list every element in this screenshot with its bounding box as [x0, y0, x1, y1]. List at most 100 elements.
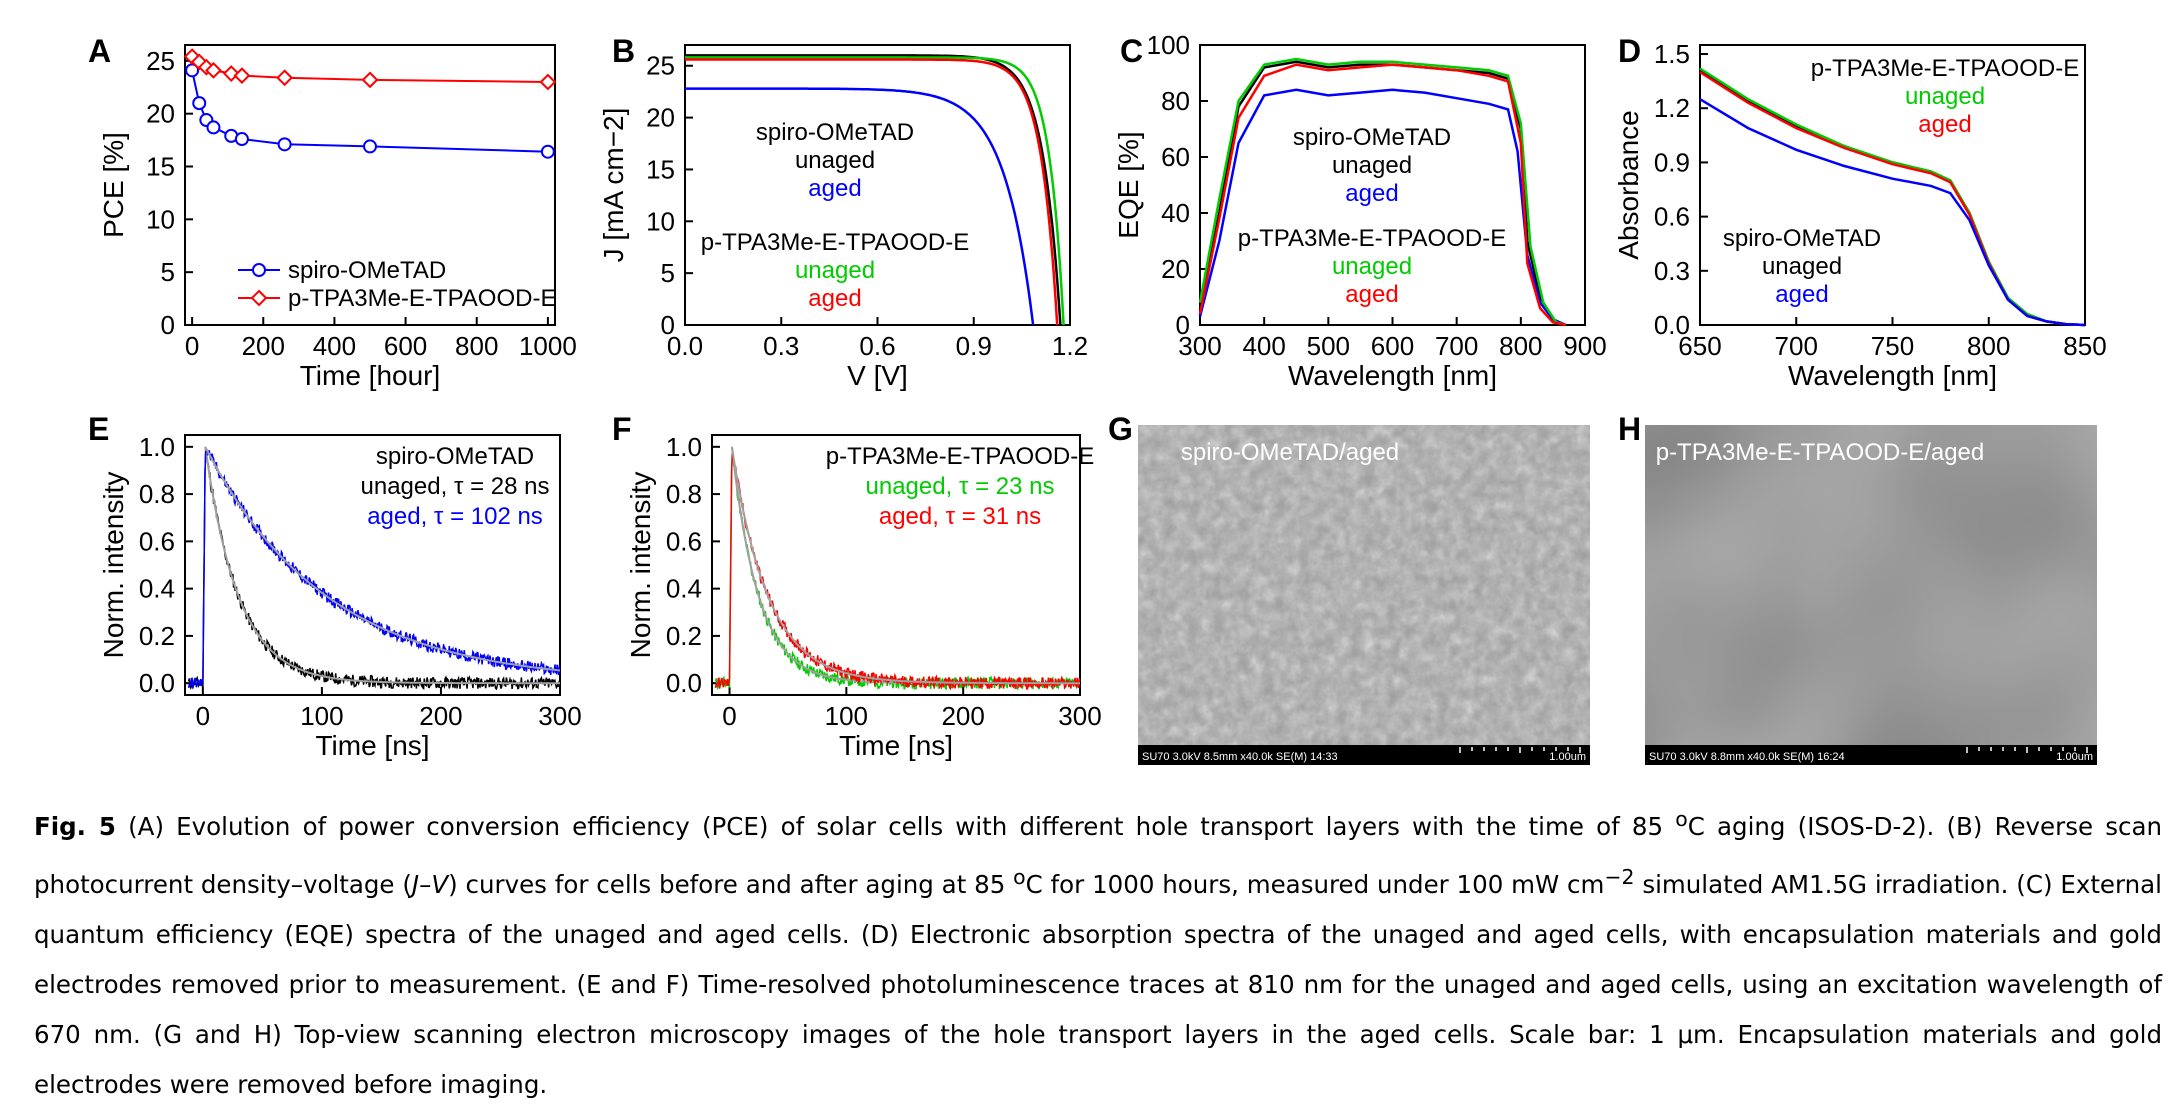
- sem-h-info: SU70 3.0kV 8.8mm x40.0k SE(M) 16:24: [1649, 751, 1845, 763]
- x-tick-label-E: 0: [196, 701, 210, 731]
- sem-h-scale: 1.00um: [2056, 751, 2093, 763]
- x-tick-label-F: 300: [1058, 701, 1101, 731]
- caption-jv: J–V: [411, 870, 449, 900]
- x-tick-label-E: 300: [538, 701, 581, 731]
- x-tick-label-D: 700: [1775, 331, 1818, 361]
- x-tick-label-C: 500: [1307, 331, 1350, 361]
- jv-curve-blue: [685, 87, 1035, 326]
- annotation: unaged: [1332, 152, 1412, 179]
- caption-degree-2: o: [1013, 865, 1026, 890]
- data-point-diamond: [205, 61, 222, 79]
- y-tick-label-F: 0.2: [666, 621, 702, 651]
- data-point-diamond: [222, 65, 240, 82]
- annotation: spiro-OMeTAD: [376, 443, 534, 470]
- data-point-circle: [234, 132, 249, 147]
- jv-curve-green: [685, 56, 1065, 326]
- y-tick-label-C: 80: [1161, 86, 1190, 116]
- legend-marker-circle: [252, 263, 266, 277]
- y-tick-label-D: 0.3: [1654, 256, 1690, 286]
- caption-part-1: (A) Evolution of power conversion effici…: [115, 812, 1676, 842]
- x-tick-label-A: 800: [455, 331, 498, 361]
- caption-fig-label: Fig. 5: [34, 812, 116, 842]
- y-tick-label-A: 15: [146, 152, 175, 182]
- y-tick-label-E: 0.6: [139, 526, 175, 556]
- x-tick-label-A: 400: [313, 331, 356, 361]
- plot-frame-F: [711, 434, 1081, 696]
- annotation: p-TPA3Me-E-TPAOOD-E: [1811, 55, 2079, 82]
- annotation: unaged: [795, 257, 875, 284]
- y-tick-label-D: 0.0: [1654, 310, 1690, 340]
- caption-part-3: ) curves for cells before and after agin…: [448, 870, 1014, 900]
- data-point-diamond: [276, 69, 294, 87]
- y-tick-label-D: 0.6: [1654, 202, 1690, 232]
- annotation: spiro-OMeTAD: [1293, 124, 1451, 151]
- y-tick-label-F: 0.4: [666, 574, 702, 604]
- annotation: spiro-OMeTAD: [756, 119, 914, 146]
- panel-label-c: C: [1120, 33, 1143, 69]
- x-tick-label-C: 400: [1242, 331, 1285, 361]
- y-axis-label-B: J [mA cm−2]: [598, 108, 629, 263]
- sem-h-label: p-TPA3Me-E-TPAOOD-E/aged: [1656, 439, 1985, 466]
- sem-image-h: p-TPA3Me-E-TPAOOD-E/aged SU70 3.0kV 8.8m…: [1645, 425, 2097, 765]
- data-point-circle: [192, 96, 207, 111]
- plot-frame-D: [1699, 44, 2086, 326]
- sem-g-scale: 1.00um: [1549, 751, 1586, 763]
- data-point-circle: [540, 144, 555, 159]
- y-tick-label-D: 1.2: [1654, 93, 1690, 123]
- y-tick-label-C: 20: [1161, 254, 1190, 284]
- annotation: unaged: [1332, 253, 1412, 280]
- y-tick-label-B: 25: [646, 51, 675, 81]
- eqe-curve-green: [1198, 57, 1567, 327]
- x-tick-label-B: 0.6: [859, 331, 895, 361]
- sem-h-scale-bar: [1966, 747, 2088, 753]
- x-tick-label-D: 750: [1871, 331, 1914, 361]
- caption-part-2: C aging (ISOS-D-2). (B) Reverse scan pho…: [34, 812, 2162, 900]
- y-tick-label-A: 0: [161, 310, 175, 340]
- x-tick-label-B: 1.2: [1052, 331, 1088, 361]
- y-axis-label-E: Norm. intensity: [98, 472, 129, 659]
- y-tick-label-F: 0.0: [666, 668, 702, 698]
- x-tick-label-C: 700: [1435, 331, 1478, 361]
- y-tick-label-B: 10: [646, 206, 675, 236]
- x-tick-label-D: 650: [1678, 331, 1721, 361]
- sem-image-g: spiro-OMeTAD/aged SU70 3.0kV 8.5mm x40.0…: [1138, 425, 1590, 765]
- annotation: unaged: [1905, 83, 1985, 110]
- annotation: aged: [1345, 281, 1398, 308]
- y-tick-label-C: 100: [1147, 30, 1190, 60]
- y-axis-label-C: EQE [%]: [1113, 131, 1144, 238]
- data-point-diamond: [539, 73, 557, 91]
- sem-g-info: SU70 3.0kV 8.5mm x40.0k SE(M) 14:33: [1142, 751, 1338, 763]
- abs-curve-red: [1699, 71, 2086, 327]
- annotation: p-TPA3Me-E-TPAOOD-E: [826, 443, 1094, 470]
- annotation: aged, τ = 102 ns: [367, 503, 543, 530]
- trpl-trace-black: [187, 450, 561, 691]
- x-tick-label-E: 200: [419, 701, 462, 731]
- data-point-circle: [363, 139, 377, 154]
- panel-label-a: A: [88, 33, 111, 69]
- y-tick-label-C: 60: [1161, 142, 1190, 172]
- y-tick-label-A: 20: [146, 99, 175, 129]
- x-tick-label-C: 300: [1178, 331, 1221, 361]
- x-tick-label-F: 100: [825, 701, 868, 731]
- eqe-curve-blue: [1198, 88, 1567, 327]
- figure-caption: Fig. 5 (A) Evolution of power conversion…: [34, 794, 2162, 1110]
- y-tick-label-B: 0: [661, 310, 675, 340]
- y-tick-label-D: 0.9: [1654, 147, 1690, 177]
- y-tick-label-E: 0.0: [139, 668, 175, 698]
- eqe-curve-red: [1198, 63, 1567, 327]
- panel-label-h: H: [1618, 411, 1641, 447]
- trpl-fit-blue: [204, 446, 561, 672]
- y-axis-label-A: PCE [%]: [98, 132, 129, 238]
- annotation: aged: [1775, 281, 1828, 308]
- legend-label: p-TPA3Me-E-TPAOOD-E: [288, 285, 556, 312]
- y-tick-label-F: 1.0: [666, 432, 702, 462]
- y-tick-label-B: 5: [661, 258, 675, 288]
- jv-curve-red: [685, 58, 1059, 326]
- annotation: aged: [808, 285, 861, 312]
- panel-label-e: E: [88, 411, 109, 447]
- annotation: p-TPA3Me-E-TPAOOD-E: [701, 229, 969, 256]
- x-tick-label-E: 100: [300, 701, 343, 731]
- annotation: aged: [1345, 180, 1398, 207]
- annotation: unaged: [795, 147, 875, 174]
- jv-curve-black: [685, 54, 1062, 326]
